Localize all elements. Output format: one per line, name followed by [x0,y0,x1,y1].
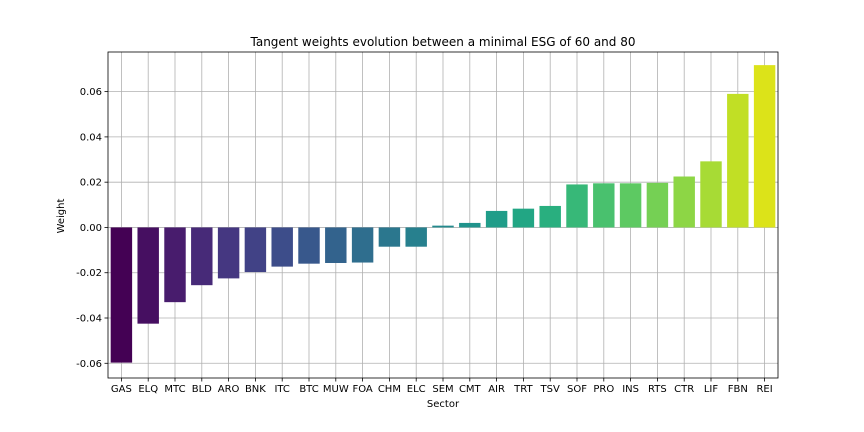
x-axis-ticks: GAS ELQ MTC BLD ARO BNK ITC BTC MUW FOA CHM ELC SEM C… [111,378,773,395]
bar-tsv [539,205,561,228]
bar-itc [271,227,293,267]
x-tick-label: PRO [593,384,614,395]
x-tick-label: SOF [567,384,587,395]
x-tick-label: CHM [378,384,401,395]
x-tick-label: MTC [164,384,185,395]
y-tick-label: -0.06 [76,359,102,370]
y-axis-label: Weight [56,199,67,234]
bar-pro [593,183,615,228]
bar-air [485,210,508,228]
x-tick-label: BTC [299,384,318,395]
x-tick-label: MUW [323,384,349,395]
bar-lif [700,161,722,228]
bar-cmt [459,222,481,228]
x-tick-label: CMT [459,384,482,395]
bar-btc [298,227,320,264]
bar-foa [351,227,374,263]
x-tick-label: FBN [728,384,748,395]
y-tick-label: 0.06 [80,87,102,98]
x-tick-label: ARO [218,384,240,395]
x-axis-label: Sector [427,399,460,410]
x-tick-label: RTS [648,384,667,395]
x-tick-label: CTR [674,384,694,395]
bar-ctr [673,176,695,228]
x-tick-label: GAS [111,384,132,395]
x-tick-label: REI [756,384,772,395]
bar-aro [217,227,240,279]
x-tick-label: BLD [192,384,212,395]
bar-ins [619,183,642,228]
chart-title: Tangent weights evolution between a mini… [250,35,636,49]
bar-rei [753,65,776,228]
bar-rts [646,182,669,228]
x-tick-label: SEM [432,384,453,395]
bar-fbn [727,93,749,228]
bar-mtc [164,227,186,303]
bar-elc [405,227,427,247]
x-tick-label: BNK [245,384,266,395]
x-tick-label: ELC [407,384,426,395]
bar-sof [566,184,588,228]
bar-bld [191,227,213,286]
bars [110,65,776,363]
y-axis-ticks: -0.06 -0.04 -0.02 0.00 0.02 0.04 0.06 [76,87,108,370]
x-tick-label: ITC [274,384,289,395]
y-tick-label: -0.02 [76,268,102,279]
y-tick-label: 0.04 [80,132,102,143]
bar-muw [325,227,347,263]
x-tick-label: INS [622,384,639,395]
x-tick-label: TSV [540,384,560,395]
bar-sem [432,225,454,228]
x-tick-label: TRT [513,384,533,395]
bar-trt [512,208,535,228]
bar-gas [110,227,133,363]
bar-bnk [244,227,267,273]
x-tick-label: LIF [704,384,719,395]
x-tick-label: ELQ [138,384,158,395]
bar-chm [378,227,401,247]
y-tick-label: 0.02 [80,178,102,189]
y-tick-label: -0.04 [76,314,102,325]
bar-elq [137,227,159,324]
x-tick-label: AIR [488,384,505,395]
y-tick-label: 0.00 [80,223,102,234]
x-tick-label: FOA [352,384,372,395]
